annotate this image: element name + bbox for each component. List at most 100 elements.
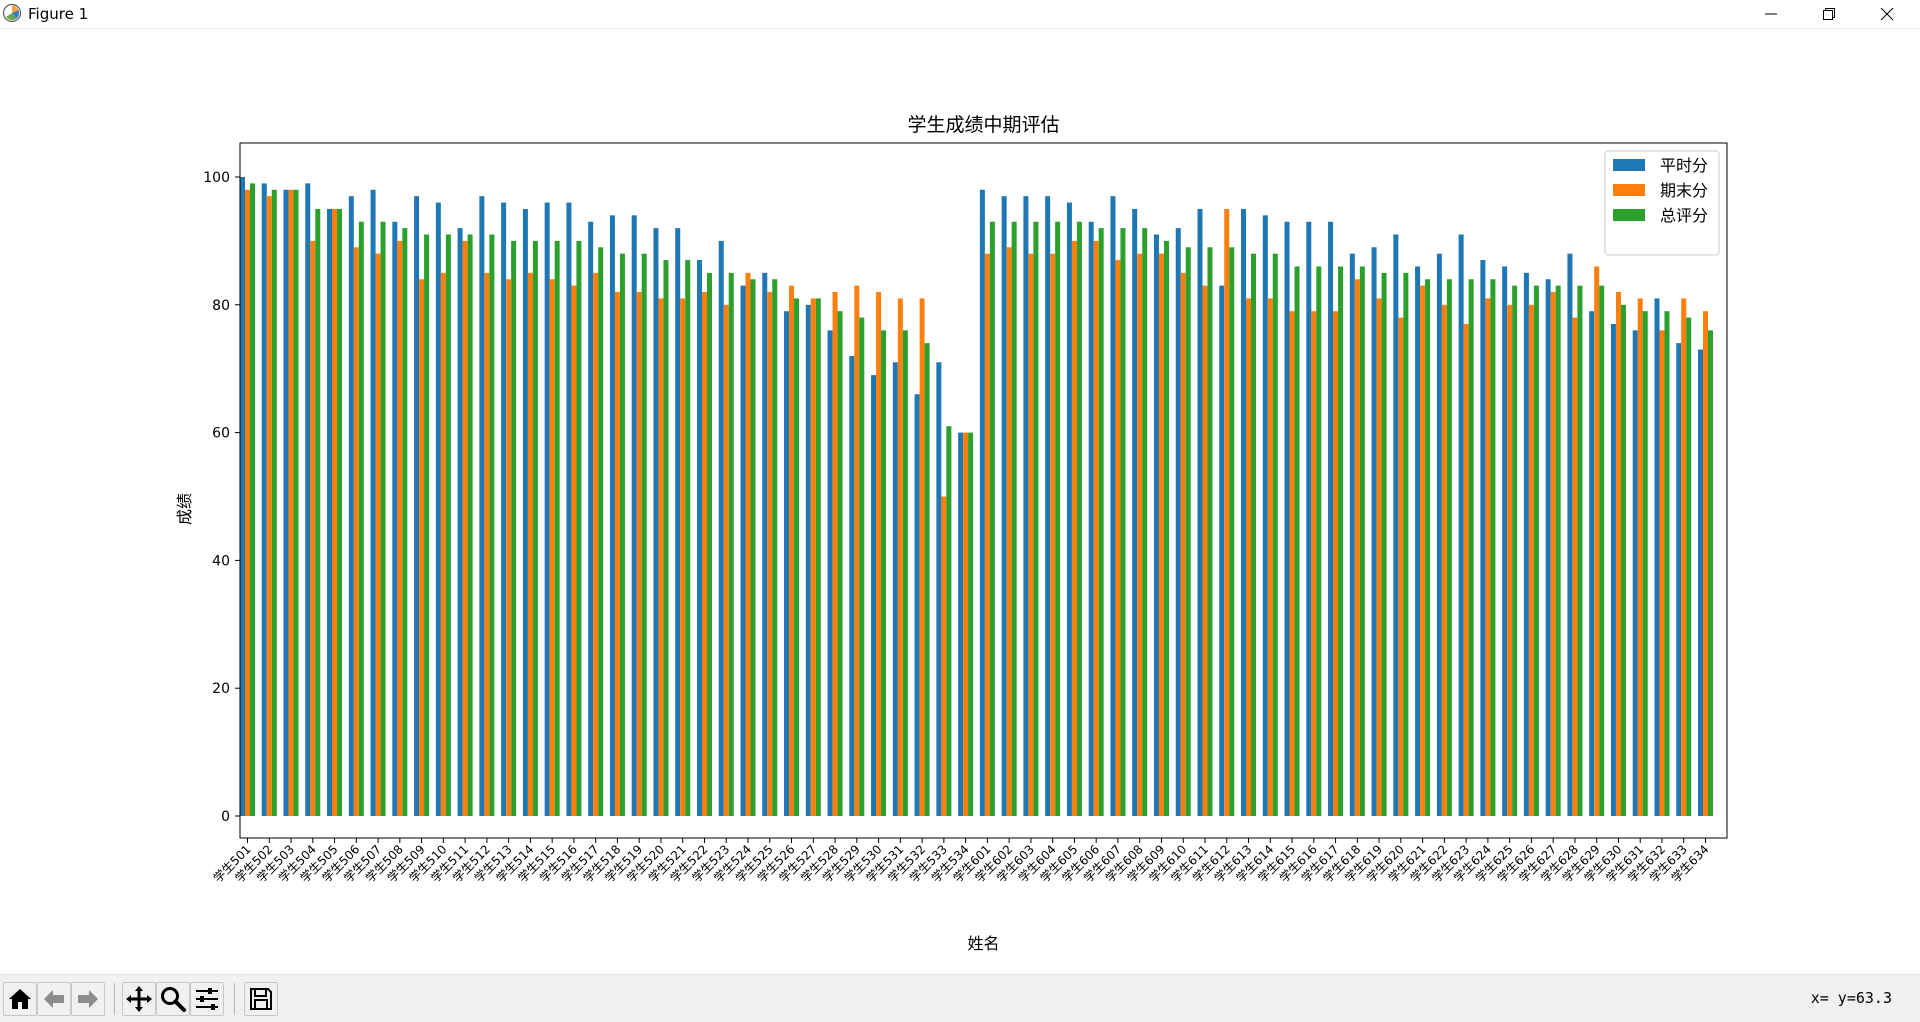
bar-3-学生626: [1533, 285, 1539, 816]
y-tick-label: 40: [212, 553, 230, 569]
bar-3-学生510: [445, 234, 451, 816]
bar-2-学生631: [1637, 298, 1643, 816]
figure-canvas[interactable]: 0 20 40 60 80 100 学生501 学生502 学生503 学生504 学生505 学生…: [0, 29, 1920, 974]
bar-1-学生621: [1415, 266, 1421, 816]
bar-2-学生606: [1093, 240, 1099, 816]
bar-1-学生611: [1197, 208, 1203, 816]
bar-1-学生626: [1523, 272, 1529, 817]
bar-1-学生503: [283, 189, 289, 816]
bar-2-学生504: [310, 240, 316, 816]
bar-2-学生533: [941, 496, 947, 816]
bar-3-学生530: [881, 330, 887, 816]
bar-2-学生521: [680, 298, 686, 816]
bar-2-学生530: [876, 292, 882, 816]
bar-2-学生622: [1441, 304, 1447, 816]
bar-1-学生511: [457, 228, 463, 816]
bar-1-学生620: [1393, 234, 1399, 816]
bar-1-学生534: [958, 432, 964, 816]
bar-3-学生618: [1359, 266, 1365, 816]
bar-1-学生633: [1676, 343, 1682, 816]
bar-2-学生629: [1594, 266, 1600, 816]
bar-3-学生529: [859, 317, 865, 816]
bar-3-学生506: [358, 221, 364, 817]
bar-2-学生527: [810, 298, 816, 816]
bar-1-学生610: [1175, 228, 1181, 816]
bar-3-学生528: [837, 311, 843, 816]
bar-2-学生608: [1137, 253, 1143, 816]
bar-3-学生607: [1120, 228, 1126, 816]
bar-1-学生615: [1284, 221, 1290, 817]
bar-3-学生625: [1512, 285, 1518, 816]
bar-1-学生521: [675, 228, 681, 816]
restore-button[interactable]: [1800, 0, 1858, 28]
bar-2-学生510: [440, 272, 446, 817]
bar-2-学生603: [1028, 253, 1034, 816]
bar-3-学生532: [924, 343, 930, 816]
bar-2-学生627: [1550, 292, 1556, 816]
close-icon: [1880, 7, 1894, 21]
y-tick-label: 0: [221, 809, 230, 825]
bar-1-学生502: [261, 183, 267, 816]
bar-3-学生516: [576, 240, 582, 816]
forward-arrow-icon: [78, 990, 98, 1008]
bar-2-学生604: [1050, 253, 1056, 816]
bar-3-学生622: [1446, 279, 1452, 816]
bar-2-学生525: [767, 292, 773, 816]
zoom-button[interactable]: [156, 982, 190, 1016]
bar-2-学生612: [1224, 208, 1230, 816]
bar-3-学生621: [1425, 279, 1431, 816]
bar-3-学生521: [685, 260, 691, 816]
bar-1-学生510: [435, 202, 441, 816]
bar-3-学生515: [554, 240, 560, 816]
bar-3-学生612: [1229, 247, 1235, 817]
bar-3-学生526: [794, 298, 800, 816]
pan-button[interactable]: [122, 982, 156, 1016]
bar-3-学生627: [1555, 285, 1561, 816]
bar-3-学生504: [315, 208, 321, 816]
bar-3-学生608: [1142, 228, 1148, 816]
save-button[interactable]: [244, 982, 278, 1016]
back-button[interactable]: [37, 982, 71, 1016]
close-button[interactable]: [1858, 0, 1916, 28]
bar-3-学生611: [1207, 247, 1213, 817]
legend-box: [1604, 150, 1720, 256]
bar-3-学生523: [728, 272, 734, 817]
configure-subplots-icon: [196, 988, 218, 1010]
minimize-button[interactable]: [1742, 0, 1800, 28]
bar-1-学生505: [327, 208, 333, 816]
bar-1-学生616: [1306, 221, 1312, 817]
bar-2-学生512: [484, 272, 490, 817]
bar-1-学生515: [544, 202, 550, 816]
bar-2-学生611: [1202, 285, 1208, 816]
home-button[interactable]: [3, 982, 37, 1016]
bar-1-学生523: [718, 240, 724, 816]
y-tick-label: 60: [212, 426, 230, 442]
bar-1-学生605: [1066, 202, 1072, 816]
bar-3-学生632: [1664, 311, 1670, 816]
bar-3-学生524: [750, 279, 756, 816]
bar-3-学生525: [772, 279, 778, 816]
bar-3-学生520: [663, 260, 669, 816]
bar-2-学生624: [1485, 298, 1491, 816]
bar-3-学生518: [619, 253, 625, 816]
y-tick-label: 100: [203, 170, 230, 186]
x-axis: 学生501学生502学生503学生504学生505学生506学生507学生508…: [210, 838, 1712, 885]
bar-chart: 0 20 40 60 80 100 学生501学生502学生503学生504学生505学生…: [175, 114, 1728, 953]
bar-1-学生525: [762, 272, 768, 817]
bar-1-学生509: [414, 196, 420, 817]
bar-3-学生610: [1185, 247, 1191, 817]
bar-1-学生530: [871, 375, 877, 816]
chart-title: 学生成绩中期评估: [907, 114, 1059, 136]
bar-1-学生527: [805, 304, 811, 816]
bar-1-学生634: [1698, 349, 1703, 816]
bar-2-学生616: [1311, 311, 1317, 816]
bar-2-学生501: [245, 189, 250, 816]
bar-2-学生607: [1115, 260, 1121, 816]
forward-button[interactable]: [71, 982, 105, 1016]
bar-1-学生533: [936, 362, 942, 816]
configure-subplots-button[interactable]: [190, 982, 224, 1016]
home-icon: [9, 989, 31, 1009]
bars-group: [240, 177, 1713, 817]
legend-swatch-2: [1613, 184, 1645, 196]
bar-2-学生506: [353, 247, 359, 817]
